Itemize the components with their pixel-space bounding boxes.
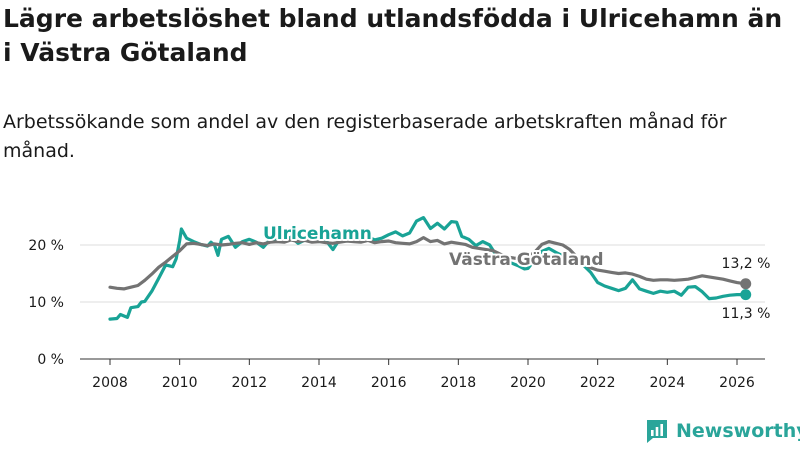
x-tick-label: 2022 [580, 375, 616, 391]
series-label-ulricehamn: Ulricehamn [263, 224, 372, 244]
x-axis-ticks: 2008 2010 2012 2014 2016 2018 2020 2022 2024 2026 [92, 359, 755, 391]
series-endpoint-vastra-gotaland [740, 278, 752, 290]
chart-title: Lägre arbetslöshet bland utlandsfödda i … [3, 4, 783, 67]
newsworthy-logo-icon [647, 420, 667, 443]
chart-subtitle: Arbetssökande som andel av den registerb… [3, 111, 727, 162]
y-tick-label: 0 % [37, 352, 64, 368]
series-endpoint-ulricehamn [740, 289, 752, 301]
x-tick-label: 2012 [232, 375, 268, 391]
end-value-label-vastra-gotaland: 13,2 % [722, 256, 771, 272]
x-tick-label: 2008 [92, 375, 128, 391]
x-tick-label: 2016 [371, 375, 407, 391]
x-tick-label: 2026 [719, 375, 755, 391]
series-lines [108, 216, 748, 321]
newsworthy-logo-text: Newsworthy [676, 420, 800, 442]
y-tick-label: 20 % [28, 238, 64, 254]
x-tick-label: 2010 [162, 375, 198, 391]
series-label-vastra-gotaland: Västra Götaland [449, 250, 604, 270]
series-line-ulricehamn [108, 216, 748, 321]
end-value-label-ulricehamn: 11,3 % [722, 306, 771, 322]
y-tick-label: 10 % [28, 295, 64, 311]
x-tick-label: 2020 [510, 375, 546, 391]
series-line-vastra-gotaland [108, 236, 748, 291]
gridlines [80, 244, 765, 303]
newsworthy-logo: Newsworthy [644, 418, 800, 444]
x-tick-label: 2018 [441, 375, 477, 391]
y-axis-tick-labels: 0 % 10 % 20 % [28, 238, 64, 368]
x-tick-label: 2024 [650, 375, 686, 391]
series-endpoints [740, 278, 752, 301]
x-tick-label: 2014 [301, 375, 337, 391]
